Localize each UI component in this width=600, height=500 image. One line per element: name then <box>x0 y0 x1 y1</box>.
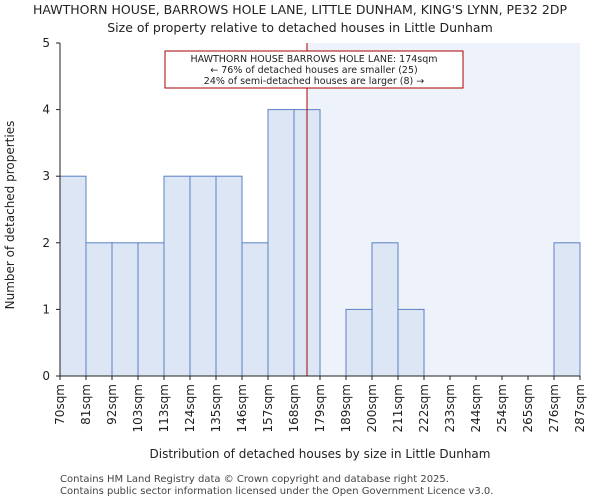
annotation-box: HAWTHORN HOUSE BARROWS HOLE LANE: 174sqm… <box>164 50 464 89</box>
x-tick-label: 233sqm <box>443 384 457 432</box>
y-ticks-group: 0 1 2 3 4 5 <box>42 36 60 383</box>
annotation-border <box>164 50 464 89</box>
y-tick-label: 5 <box>42 36 50 50</box>
y-tick-label: 4 <box>42 103 50 117</box>
x-tick-label: 135sqm <box>209 384 223 432</box>
annotation-line-2: ← 76% of detached houses are smaller (25… <box>210 65 417 76</box>
x-tick-label: 244sqm <box>469 384 483 432</box>
bar-70sqm <box>59 175 87 377</box>
bar-81sqm <box>85 242 113 377</box>
bar-135sqm <box>215 175 243 377</box>
x-tick-label: 179sqm <box>313 384 327 432</box>
x-tick-label: 124sqm <box>183 384 197 432</box>
footer-licence: Contains public sector information licen… <box>60 486 494 497</box>
annotation-line-1: HAWTHORN HOUSE BARROWS HOLE LANE: 174sqm <box>190 54 437 65</box>
x-tick-label: 81sqm <box>79 384 93 425</box>
x-tick-label: 222sqm <box>417 384 431 432</box>
bar-157sqm <box>267 109 295 377</box>
bar-211sqm <box>397 308 425 377</box>
x-tick-label: 146sqm <box>235 384 249 432</box>
x-tick-label: 276sqm <box>547 384 561 432</box>
x-tick-label: 189sqm <box>339 384 353 432</box>
x-tick-label: 113sqm <box>157 384 171 432</box>
chart-title: HAWTHORN HOUSE, BARROWS HOLE LANE, LITTL… <box>33 2 567 17</box>
y-tick-label: 0 <box>42 369 50 383</box>
bar-113sqm <box>163 175 191 377</box>
bar-92sqm <box>111 242 139 377</box>
bar-124sqm <box>189 175 217 377</box>
y-axis-label: Number of detached properties <box>3 121 17 310</box>
x-tick-label: 70sqm <box>53 384 67 425</box>
x-tick-label: 254sqm <box>495 384 509 432</box>
footer-copyright: Contains HM Land Registry data © Crown c… <box>60 474 449 485</box>
x-ticks-group: 70sqm 81sqm 92sqm 103sqm 113sqm 124sqm 135sqm 1… <box>53 376 587 432</box>
x-axis-label: Distribution of detached houses by size … <box>150 447 491 461</box>
x-tick-label: 103sqm <box>131 384 145 432</box>
annotation-line-3: 24% of semi-detached houses are larger (… <box>204 76 424 87</box>
y-tick-label: 2 <box>42 236 50 250</box>
bar-146sqm <box>241 242 269 377</box>
y-tick-label: 1 <box>42 302 50 316</box>
y-tick-label: 3 <box>42 169 50 183</box>
x-tick-label: 168sqm <box>287 384 301 432</box>
x-tick-label: 287sqm <box>573 384 587 432</box>
bar-276sqm <box>553 242 581 377</box>
x-tick-label: 200sqm <box>365 384 379 432</box>
bar-103sqm <box>137 242 165 377</box>
x-tick-label: 157sqm <box>261 384 275 432</box>
x-tick-label: 211sqm <box>391 384 405 432</box>
x-tick-label: 92sqm <box>105 384 119 425</box>
bar-200sqm <box>371 242 399 377</box>
chart-subtitle: Size of property relative to detached ho… <box>107 20 493 35</box>
bar-189sqm <box>345 308 373 377</box>
x-tick-label: 265sqm <box>521 384 535 432</box>
